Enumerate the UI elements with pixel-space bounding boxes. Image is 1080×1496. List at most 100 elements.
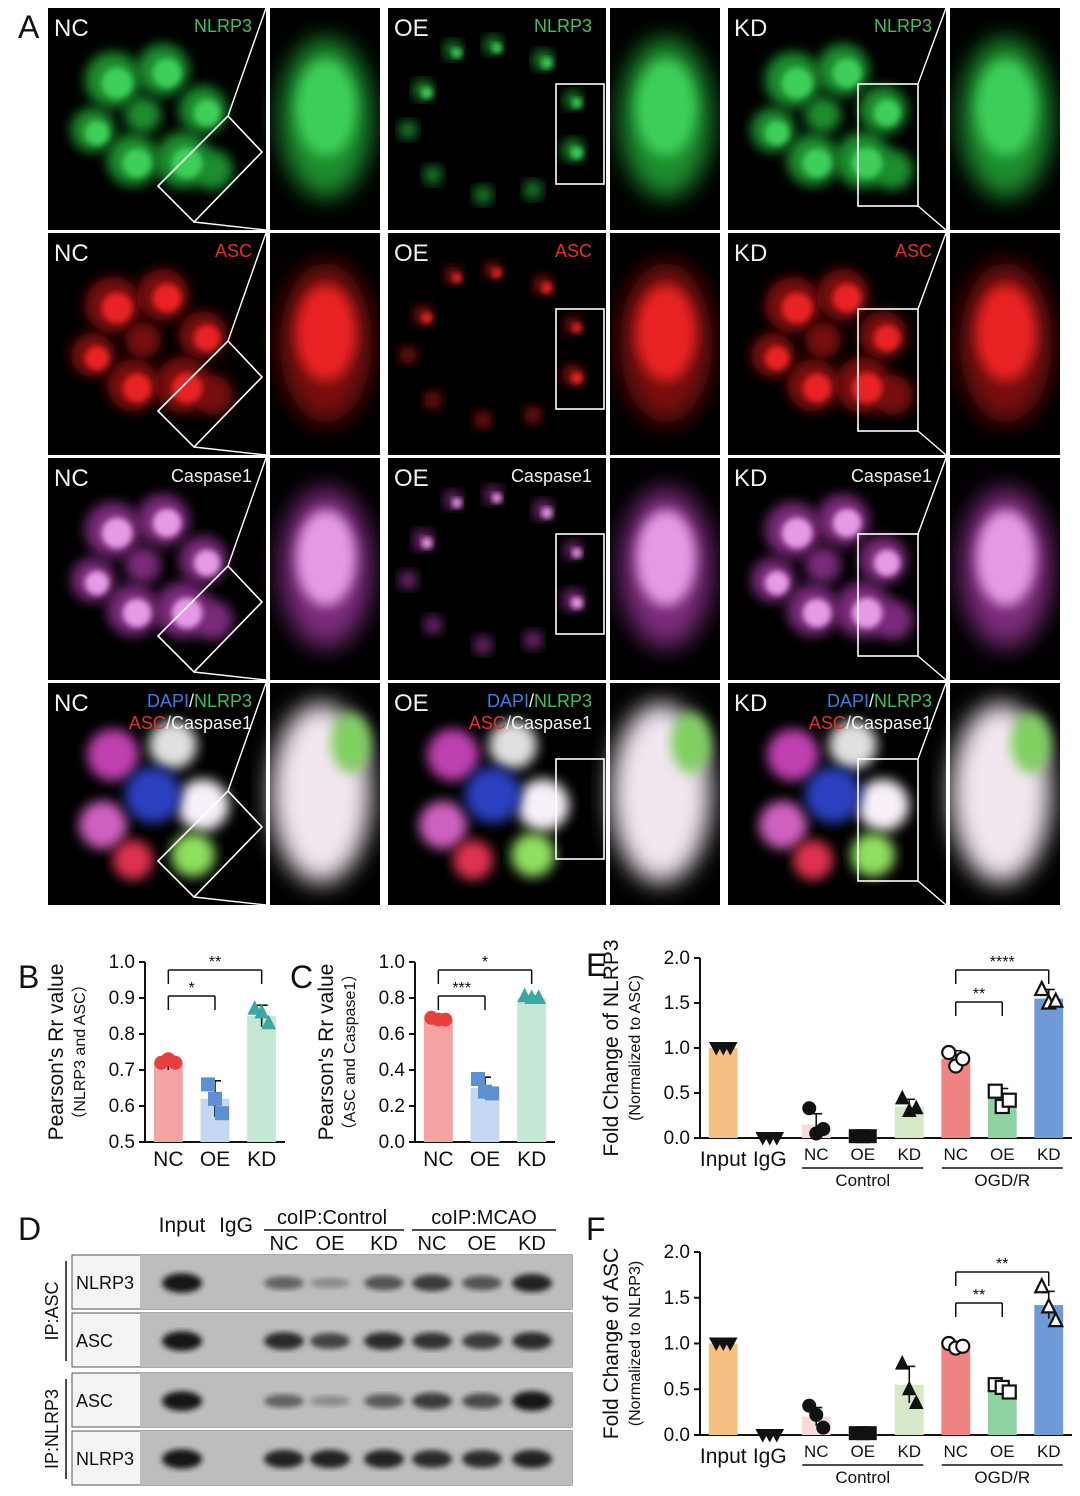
x-tick-label: KD — [897, 1442, 921, 1461]
data-point — [769, 1429, 785, 1443]
sig-label: **** — [990, 954, 1015, 971]
signal-blob — [474, 636, 492, 654]
micrograph-group-label: KD — [734, 15, 767, 42]
channel-label-part: NLRP3 — [874, 16, 932, 36]
blot-membrane — [140, 1373, 572, 1427]
zoom-connector — [917, 880, 947, 906]
micrograph-group-label: OE — [394, 690, 429, 717]
blot-band — [364, 1332, 404, 1350]
x-tick-label: KD — [247, 1148, 276, 1171]
signal-bright — [572, 98, 582, 108]
micrograph-group-label: NC — [54, 240, 89, 267]
signal-bright — [802, 373, 832, 403]
blot-membrane — [140, 1255, 572, 1309]
channel-label-part: ASC — [555, 241, 592, 261]
merge-blob — [125, 767, 181, 823]
micrograph-signal — [759, 683, 1060, 905]
sig-label: ** — [973, 986, 985, 1003]
x-tick-label: NC — [804, 1442, 829, 1461]
data-point — [1001, 1092, 1017, 1108]
signal-bright — [193, 549, 221, 577]
signal-bright — [873, 549, 901, 577]
blot-band — [264, 1276, 304, 1290]
signal-bright — [101, 292, 133, 324]
signal-bright — [802, 598, 832, 628]
micrograph-channel-label: ASC — [215, 241, 252, 261]
zoom-connector — [227, 682, 267, 792]
blot-band — [512, 1391, 552, 1411]
lane-header-coip-control: coIP:Control — [277, 1207, 387, 1229]
data-point — [816, 1420, 831, 1435]
micrograph-signal — [751, 233, 1060, 455]
signal-blob — [524, 406, 542, 424]
y-tick-label: 1.0 — [379, 952, 405, 973]
micrograph-cell: OE Caspase1 — [388, 458, 720, 680]
signal-bright — [171, 372, 203, 404]
micrograph-signal — [71, 8, 380, 230]
signal-bright — [570, 596, 584, 610]
sig-label: * — [482, 954, 488, 971]
signal-blob — [193, 375, 233, 415]
zoom-connector — [917, 457, 947, 535]
x-tick-label: NC — [804, 1145, 829, 1164]
data-point — [438, 1012, 453, 1027]
merge-blob — [171, 833, 215, 877]
micrograph-channel-label: DAPI/NLRP3 — [487, 691, 592, 711]
x-tick-label: OE — [990, 1145, 1015, 1164]
signal-bright — [452, 273, 462, 283]
signal-bright — [421, 312, 433, 324]
micrograph-channel-label: ASC/Caspase1 — [469, 713, 592, 733]
signal-blob — [399, 346, 417, 364]
zoom-region-box — [555, 83, 605, 185]
zoom-connector — [193, 221, 267, 231]
blot-band — [310, 1395, 350, 1407]
ip-group-label: IP:ASC — [42, 1281, 62, 1340]
sig-label: ** — [973, 1287, 985, 1304]
zoom-accent — [331, 713, 371, 773]
micrograph-cell: KD ASC — [728, 232, 1060, 456]
signal-bright — [541, 57, 553, 69]
merge-blob — [177, 779, 229, 831]
signal-bright — [764, 345, 790, 371]
zoom-connector — [917, 430, 947, 456]
channel-label-part: NLRP3 — [194, 16, 252, 36]
micrograph-group-label: KD — [734, 690, 767, 717]
chart-e: 0.0 0.5 1.0 1.5 2.0 Fold Change of NLRP3 (Norm… — [600, 939, 1072, 1190]
signal-bright — [171, 147, 203, 179]
blot-band — [512, 1273, 552, 1293]
blot-protein-label: NLRP3 — [76, 1449, 134, 1469]
panel-label-c: C — [290, 959, 313, 995]
group-label: Control — [835, 1468, 890, 1487]
signal-bright — [452, 48, 462, 58]
y-tick-label: 1.5 — [664, 993, 690, 1014]
y-tick-label: 0.5 — [109, 1132, 135, 1153]
channel-label-part: DAPI — [487, 691, 529, 711]
data-point — [1040, 1296, 1058, 1314]
panel-label-f: F — [586, 1211, 606, 1247]
chart-c: 0.0 0.2 0.4 0.6 0.8 1.0 Pearson's Rr value （ASC… — [315, 952, 555, 1171]
signal-bright — [802, 148, 832, 178]
merge-blob — [793, 840, 833, 880]
zoom-region-box — [555, 758, 605, 860]
bar — [941, 1346, 971, 1435]
zoom-accent — [671, 713, 711, 773]
blot-band — [162, 1331, 202, 1351]
blot-band — [412, 1392, 452, 1410]
blot-band — [462, 1275, 502, 1291]
x-tick-label: KD — [517, 1148, 546, 1171]
merge-blob — [149, 721, 197, 769]
channel-label-part: ASC — [215, 241, 252, 261]
channel-label-part: Caspase1 — [171, 466, 252, 486]
zoom-divider — [266, 8, 270, 230]
lane-header: KD — [370, 1233, 398, 1255]
y-axis-sublabel: （ASC and Caspase1） — [341, 966, 359, 1139]
x-tick-label: Input — [700, 1445, 747, 1468]
zoom-region-box — [555, 533, 605, 635]
signal-blob — [474, 186, 492, 204]
x-tick-label: NC — [943, 1145, 968, 1164]
x-tick-label: OE — [200, 1148, 230, 1171]
signal-blob — [805, 322, 841, 358]
merge-blob — [511, 833, 555, 877]
blot-band — [310, 1449, 350, 1469]
